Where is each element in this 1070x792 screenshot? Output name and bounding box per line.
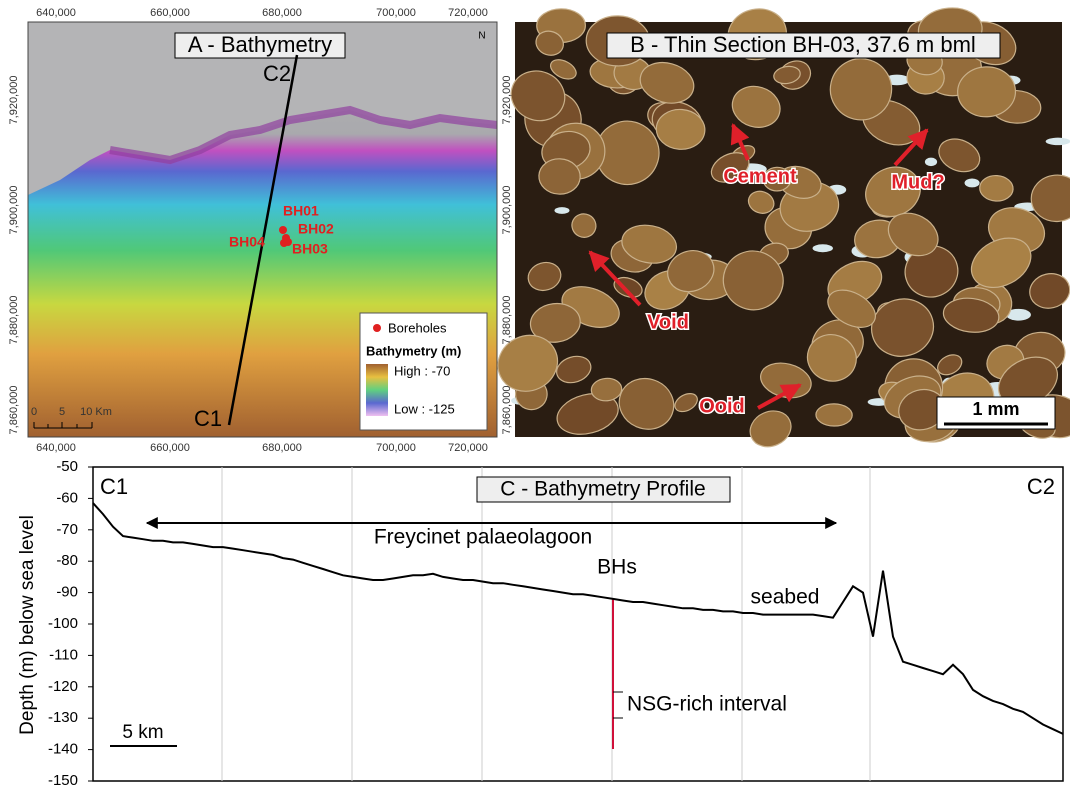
map-x-tick-label: 700,000 [376, 442, 416, 454]
map-x-tick-label: 680,000 [262, 7, 302, 19]
legend-item: Boreholes [388, 320, 447, 335]
map-y-tick-label: 7,900,000 [8, 186, 20, 235]
map-x-tick-label: 640,000 [36, 7, 76, 19]
north-arrow: N [478, 31, 485, 42]
map-y-tick-label: 7,880,000 [501, 296, 513, 345]
chart-title: C - Bathymetry Profile [500, 478, 705, 501]
panel-b: B - Thin Section BH-03, 37.6 m bml Cemen… [489, 4, 1070, 453]
y-tick-label: -50 [56, 458, 78, 475]
y-axis-label: Depth (m) below sea level [17, 515, 38, 735]
annotation: seabed [751, 586, 820, 609]
legend-symbol [373, 324, 381, 332]
profile-end: C2 [1027, 474, 1055, 499]
annotation: Mud? [891, 171, 944, 193]
profile-start: C1 [100, 474, 128, 499]
grain [816, 404, 853, 427]
map-y-tick-label: 7,920,000 [8, 76, 20, 125]
y-tick-label: -100 [48, 615, 78, 632]
y-tick-label: -110 [49, 646, 78, 663]
map-scale-label: 5 [59, 406, 65, 418]
map-y-tick-label: 7,860,000 [501, 386, 513, 435]
void [554, 207, 569, 214]
map-y-tick-label: 7,900,000 [501, 186, 513, 235]
map-x-tick-label: 720,000 [448, 7, 488, 19]
map-y-tick-label: 7,880,000 [8, 296, 20, 345]
map-scale-label: 10 Km [80, 406, 112, 418]
annotation: BHs [597, 556, 637, 579]
borehole [280, 239, 288, 247]
annotation: Cement [723, 165, 797, 187]
map-x-tick-label: 680,000 [262, 442, 302, 454]
panel-a-title: A - Bathymetry [188, 32, 332, 57]
y-tick-label: -80 [56, 552, 78, 569]
borehole [279, 226, 287, 234]
void [813, 244, 833, 252]
y-tick-label: -60 [56, 489, 78, 506]
legend-low: Low : -125 [394, 401, 455, 416]
y-tick-label: -150 [48, 772, 78, 787]
map-scale-label: 0 [31, 406, 37, 418]
void [1046, 138, 1070, 145]
void [925, 158, 937, 166]
map-y-tick-label: 7,860,000 [8, 386, 20, 435]
y-tick-label: -140 [48, 741, 78, 758]
y-tick-label: -130 [48, 709, 78, 726]
map-x-tick-label: 660,000 [150, 442, 190, 454]
map-x-tick-label: 700,000 [376, 7, 416, 19]
legend-high: High : -70 [394, 363, 450, 378]
y-tick-label: -70 [56, 521, 78, 538]
annotation: Freycinet palaeolagoon [374, 526, 592, 549]
legend-title: Bathymetry (m) [366, 343, 461, 358]
y-tick-label: -90 [56, 584, 78, 601]
panel-a: A - Bathymetry N C2 C1 BH01 BH02 BH03 BH… [28, 22, 497, 437]
borehole-label: BH02 [298, 221, 334, 237]
legend-ramp [366, 364, 388, 416]
annotation: Ooid [699, 395, 745, 417]
borehole-label: BH03 [292, 241, 328, 257]
profile-start: C1 [194, 406, 222, 431]
annotation: Void [647, 311, 689, 333]
annotation: NSG-rich interval [627, 693, 787, 716]
map-x-tick-label: 720,000 [448, 442, 488, 454]
panel-c: Depth (m) below sea level C1 C2 C - Bath… [17, 458, 1063, 787]
map-x-tick-label: 660,000 [150, 7, 190, 19]
scale-label: 5 km [122, 722, 163, 743]
scale-label: 1 mm [972, 399, 1019, 419]
panel-b-title: B - Thin Section BH-03, 37.6 m bml [630, 32, 976, 57]
void [965, 178, 980, 187]
borehole-label: BH01 [283, 203, 319, 219]
plot-frame [93, 467, 1063, 781]
map-x-tick-label: 640,000 [36, 442, 76, 454]
y-tick-label: -120 [48, 678, 78, 695]
figure: A - Bathymetry N C2 C1 BH01 BH02 BH03 BH… [0, 0, 1070, 787]
map-y-tick-label: 7,920,000 [501, 76, 513, 125]
profile-end: C2 [263, 61, 291, 86]
borehole-label: BH04 [229, 234, 265, 250]
